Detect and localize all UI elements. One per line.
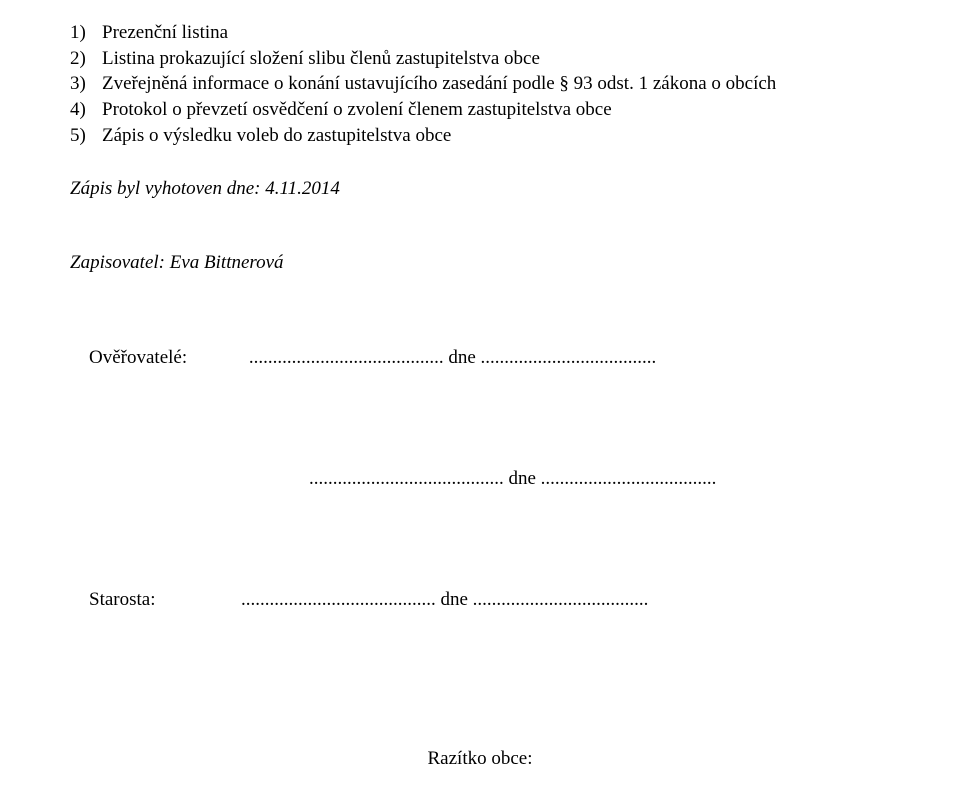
list-text: Zápis o výsledku voleb do zastupitelstva…: [102, 123, 890, 149]
dotted-signature-line: ........................................…: [156, 589, 649, 610]
list-item: 3) Zveřejněná informace o konání ustavuj…: [70, 71, 890, 97]
list-text: Prezenční listina: [102, 20, 890, 46]
recorder-line: Zapisovatel: Eva Bittnerová: [70, 250, 890, 276]
list-number: 5): [70, 123, 102, 149]
list-item: 5) Zápis o výsledku voleb do zastupitels…: [70, 123, 890, 149]
list-text: Protokol o převzetí osvědčení o zvolení …: [102, 97, 890, 123]
list-text: Zveřejněná informace o konání ustavující…: [102, 71, 890, 97]
mayor-line: Starosta: ..............................…: [70, 561, 890, 638]
list-item: 1) Prezenční listina: [70, 20, 890, 46]
dotted-signature-line: ........................................…: [309, 468, 716, 489]
list-item: 2) Listina prokazující složení slibu čle…: [70, 46, 890, 72]
list-number: 4): [70, 97, 102, 123]
verifiers-label: Ověřovatelé:: [89, 347, 187, 368]
verifier-line-1: Ověřovatelé: ...........................…: [70, 319, 890, 396]
stamp-label: Razítko obce:: [70, 746, 890, 772]
empty-label: [89, 466, 309, 492]
list-number: 3): [70, 71, 102, 97]
list-number: 1): [70, 20, 102, 46]
list-text: Listina prokazující složení slibu členů …: [102, 46, 890, 72]
document-page: 1) Prezenční listina 2) Listina prokazuj…: [0, 0, 960, 792]
numbered-list: 1) Prezenční listina 2) Listina prokazuj…: [70, 20, 890, 148]
list-number: 2): [70, 46, 102, 72]
mayor-label: Starosta:: [89, 589, 156, 610]
verifier-line-2: ........................................…: [70, 440, 890, 517]
made-date-line: Zápis byl vyhotoven dne: 4.11.2014: [70, 176, 890, 202]
dotted-signature-line: ........................................…: [187, 347, 656, 368]
list-item: 4) Protokol o převzetí osvědčení o zvole…: [70, 97, 890, 123]
